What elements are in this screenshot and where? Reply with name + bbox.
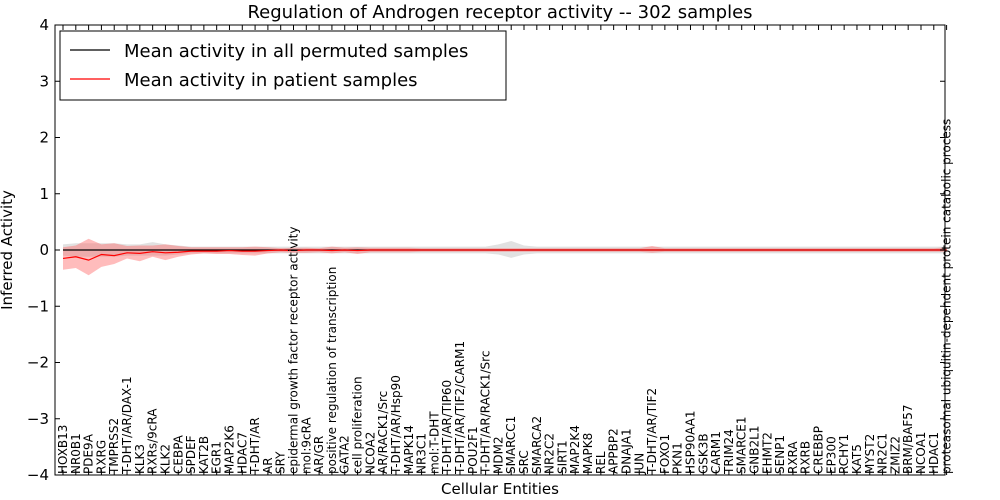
x-category-label: EP300 [824, 436, 838, 474]
x-category-label: JUN [632, 453, 646, 475]
y-tick-label: −1 [27, 297, 49, 315]
x-category-label: KLK2 [158, 444, 172, 474]
x-category-label: PKN1 [671, 442, 685, 474]
x-category-label: KAT2B [197, 436, 211, 474]
x-category-label: mol:9cRA [299, 417, 313, 474]
x-category-label: BRM/BAF57 [901, 404, 915, 474]
x-category-label: NR2C1 [876, 433, 890, 474]
x-category-label: AR/RACK1/Src [376, 391, 390, 474]
x-category-label: SENP1 [773, 435, 787, 474]
x-category-label: NCOA1 [914, 432, 928, 474]
legend-box [59, 30, 507, 101]
x-category-label: T-DHT/AR/DAX-1 [120, 376, 134, 475]
y-tick-label: −4 [27, 466, 49, 484]
x-category-label: positive regulation of transcription [325, 267, 339, 474]
x-category-label: RXRB [799, 441, 813, 474]
x-category-label: FOXO1 [658, 434, 672, 474]
x-category-label: NR2C2 [543, 433, 557, 474]
x-category-label: RXRA [786, 441, 800, 474]
x-category-label: TRIM24 [722, 429, 736, 475]
y-axis-label: Inferred Activity [0, 190, 16, 310]
x-category-label: DNAJA1 [619, 428, 633, 474]
legend-label-permuted: Mean activity in all permuted samples [124, 41, 468, 62]
x-category-label: SIRT1 [555, 440, 569, 474]
x-category-label: EGR1 [210, 441, 224, 474]
x-axis-label: Cellular Entities [441, 480, 559, 498]
x-category-label: HDAC1 [927, 432, 941, 474]
x-category-label: SRC [517, 450, 531, 474]
x-category-label: SMARCE1 [735, 416, 749, 474]
x-category-label: MAPK14 [402, 425, 416, 474]
line-patient [62, 249, 947, 261]
x-category-label: MAP2K6 [222, 425, 236, 474]
x-category-label: CEBPA [171, 434, 185, 474]
x-category-label: T-DHT/AR/TIF2/CARM1 [453, 341, 467, 475]
y-tick-label: 1 [39, 185, 49, 203]
y-axis: −4 −3 −2 −1 0 1 2 3 4 [27, 16, 945, 484]
x-category-label: T-DHT/AR/Hsp90 [389, 375, 403, 475]
x-category-label: AR/GR [312, 436, 326, 474]
x-category-label: POU2F1 [466, 426, 480, 474]
x-category-label: MAP2K4 [568, 425, 582, 474]
y-tick-label: 4 [39, 16, 49, 34]
x-category-label: T-DHT/AR/RACK1/Src [479, 351, 493, 475]
x-category-label: ZMIZ2 [888, 436, 902, 474]
x-category-label: MYST2 [863, 434, 877, 474]
x-category-label: HOXB13 [56, 425, 70, 474]
legend: Mean activity in all permuted samples Me… [59, 30, 507, 101]
x-category-label: EHMT2 [760, 432, 774, 474]
x-category-label: CARM1 [709, 431, 723, 474]
x-category-label: KLK3 [133, 444, 147, 474]
x-category-label: RXRG [94, 440, 108, 474]
x-category-label: NCOA2 [363, 432, 377, 474]
x-category-label: CREBBP [812, 426, 826, 474]
y-tick-label: −2 [27, 354, 49, 372]
x-category-label: NR3C1 [415, 433, 429, 474]
x-category-label: MDM2 [491, 436, 505, 474]
x-category-label: GATA2 [338, 435, 352, 474]
x-category-label: T-DHT/AR [248, 417, 262, 475]
x-category-label: SRY [274, 451, 288, 474]
x-category-label: SPDEF [184, 435, 198, 474]
series-lines [62, 249, 947, 261]
x-axis: HOXB13NR0B1PDE9ARXRGTMPRSS2T-DHT/AR/DAX-… [56, 25, 954, 475]
x-category-label: T-DHT/AR/TIF2 [645, 388, 659, 475]
x-category-label: APPBP2 [607, 428, 621, 474]
x-category-label: HSP90AA1 [683, 410, 697, 474]
x-category-label: REL [594, 451, 608, 474]
x-category-label: GNB2L1 [748, 426, 762, 474]
x-category-label: PDE9A [82, 433, 96, 474]
legend-label-patient: Mean activity in patient samples [124, 70, 418, 91]
x-category-label: AR [261, 457, 275, 474]
x-category-label: GSK3B [696, 433, 710, 474]
y-tick-label: −3 [27, 410, 49, 428]
x-category-label: RXRs/9cRA [146, 408, 160, 474]
x-category-label: RCHY1 [837, 434, 851, 474]
x-category-label: T-DHT/AR/TIP60 [440, 380, 454, 475]
x-category-label: HDAC7 [235, 432, 249, 474]
chart-title: Regulation of Androgen receptor activity… [247, 2, 752, 23]
x-category-label: mol:T-DHT [427, 411, 441, 474]
x-category-label: SMARCC1 [504, 416, 518, 474]
x-category-label: MAPK8 [581, 433, 595, 474]
y-tick-label: 2 [39, 129, 49, 147]
y-tick-label: 3 [39, 72, 49, 90]
confidence-bands [63, 238, 947, 276]
x-category-label: KAT5 [850, 444, 864, 474]
x-category-label: SMARCA2 [530, 416, 544, 474]
x-category-label: NR0B1 [69, 433, 83, 474]
x-category-label: proteasomal ubiquitin-dependent protein … [940, 119, 954, 474]
y-tick-label: 0 [39, 241, 49, 259]
x-category-label: epidermal growth factor receptor activit… [287, 227, 301, 474]
x-category-label: TMPRSS2 [107, 418, 121, 475]
x-category-label: cell proliferation [351, 376, 365, 474]
